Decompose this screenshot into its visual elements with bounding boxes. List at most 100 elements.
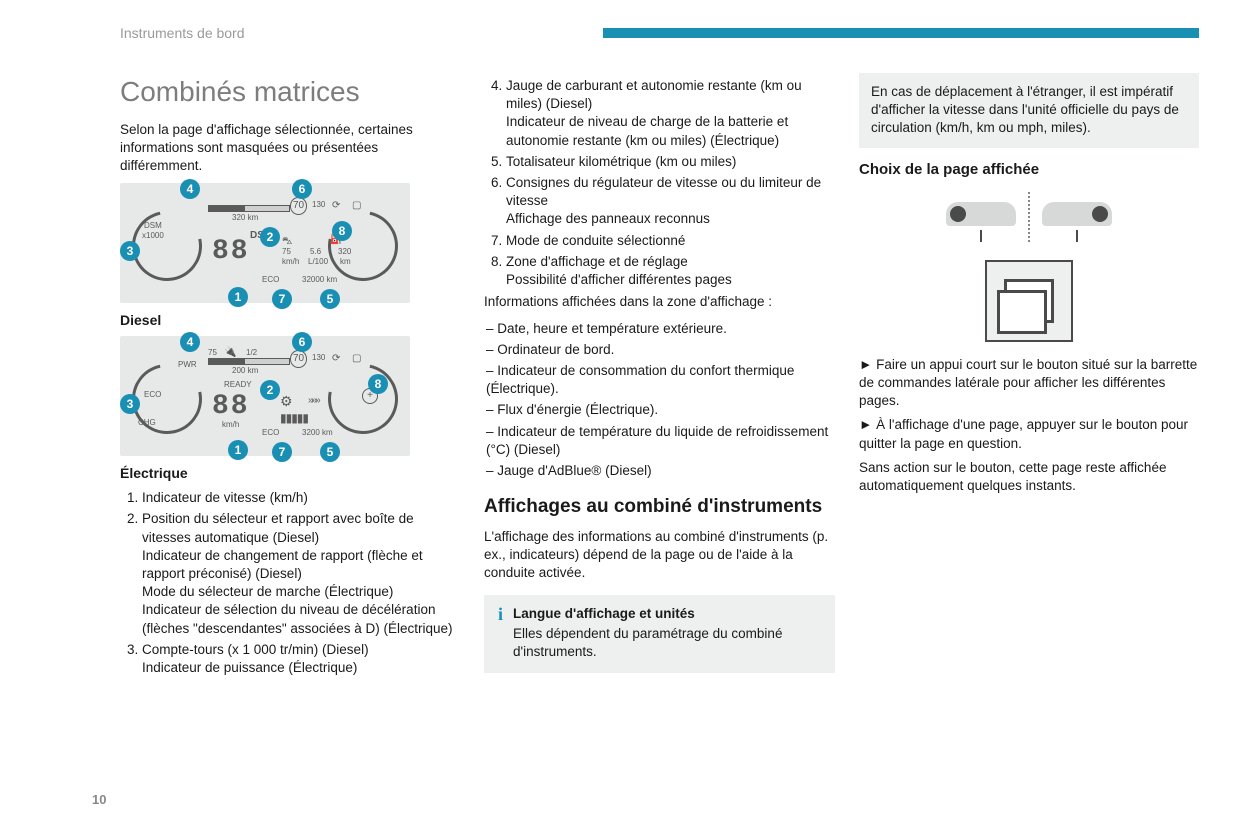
- electric-label: Électrique: [120, 464, 460, 483]
- dashboard-diagram-electric: ECO CHG PWR 75 🔌 1/2 200 km 70 130 ⟳ ▢ R…: [120, 336, 410, 456]
- warning-text: En cas de déplacement à l'étranger, il e…: [871, 84, 1179, 135]
- definition-line: Mode du sélecteur de marche (Électrique): [142, 583, 460, 601]
- stalk-icon: [980, 230, 982, 242]
- page-number: 10: [92, 791, 106, 809]
- eco-label-e: ECO: [262, 428, 279, 439]
- column-2: Jauge de carburant et autonomie restante…: [484, 73, 835, 681]
- definition-line: Indicateur de changement de rapport (flè…: [142, 547, 460, 583]
- definition-line: Possibilité d'afficher différentes pages: [506, 271, 835, 289]
- fuel-bar: [208, 205, 290, 212]
- instruction-tail: Sans action sur le bouton, cette page re…: [859, 459, 1199, 495]
- callout-5: 5: [320, 442, 340, 462]
- dashboard-diagram-diesel: DSM x1000 320 km 70 130 ⟳ ▢ 88 DS ⛍ ⛽ 75…: [120, 183, 410, 303]
- definition-item: Mode de conduite sélectionné: [506, 232, 835, 250]
- flow-arrows-icon: »»»: [308, 394, 319, 408]
- section-header: Instruments de bord: [120, 24, 245, 43]
- engine-icon: ⚙: [280, 392, 293, 411]
- info-zone-list: Date, heure et température extérieure. Or…: [484, 320, 835, 481]
- info-item: Indicateur de température du liquide de …: [486, 423, 835, 459]
- callout-4: 4: [180, 332, 200, 352]
- info-box: i Langue d'affichage et unités Elles dép…: [484, 595, 835, 674]
- definition-line: Indicateur de vitesse (km/h): [142, 489, 460, 507]
- definition-line: Zone d'affichage et de réglage: [506, 253, 835, 271]
- charge-bar: [208, 358, 290, 365]
- info-item: Ordinateur de bord.: [486, 341, 835, 359]
- eco-g: ECO: [144, 390, 161, 401]
- callout-1: 1: [228, 440, 248, 460]
- cruise-val: 130: [312, 200, 325, 211]
- choice-heading: Choix de la page affichée: [859, 160, 1199, 180]
- callout-4: 4: [180, 179, 200, 199]
- section-text: L'affichage des informations au combiné …: [484, 528, 835, 583]
- x1000-label: x1000: [142, 231, 164, 242]
- half: 1/2: [246, 348, 257, 359]
- cruise-icon-e: ⟳: [332, 352, 340, 366]
- definition-line: Affichage des panneaux reconnus: [506, 210, 835, 228]
- pages-button-icon: [985, 260, 1073, 342]
- info-item: Flux d'énergie (Électrique).: [486, 401, 835, 419]
- battery-bars-icon: ▮▮▮▮▮: [280, 410, 308, 426]
- definition-line: Mode de conduite sélectionné: [506, 232, 835, 250]
- separator: [1028, 192, 1030, 242]
- kmh: km/h: [222, 420, 239, 431]
- definition-line: Compte-tours (x 1 000 tr/min) (Diesel): [142, 641, 460, 659]
- definition-line: Indicateur de niveau de charge de la bat…: [506, 113, 835, 149]
- chg-label: CHG: [138, 418, 156, 429]
- column-3: En cas de déplacement à l'étranger, il e…: [859, 73, 1199, 681]
- speed-display: 88: [212, 233, 250, 271]
- definition-line: Totalisateur kilométrique (km ou miles): [506, 153, 835, 171]
- fuel-unit: L/100: [308, 257, 328, 268]
- page-title: Combinés matrices: [120, 73, 460, 111]
- definition-line: Consignes du régulateur de vitesse ou du…: [506, 174, 835, 210]
- instruction-2: À l'affichage d'une page, appuyer sur le…: [859, 416, 1199, 452]
- callout-6: 6: [292, 179, 312, 199]
- section-heading: Affichages au combiné d'instruments: [484, 494, 835, 520]
- definition-item: Zone d'affichage et de réglagePossibilit…: [506, 253, 835, 289]
- definitions-list-1: Indicateur de vitesse (km/h) Position du …: [120, 489, 460, 677]
- choice-illustration: [859, 192, 1199, 242]
- odometer: 32000 km: [302, 275, 337, 286]
- sign-icon-e: ▢: [352, 352, 361, 366]
- definition-item: Indicateur de vitesse (km/h): [142, 489, 460, 507]
- info-box-title: Langue d'affichage et unités: [513, 605, 823, 623]
- definition-item: Consignes du régulateur de vitesse ou du…: [506, 174, 835, 229]
- range-unit: km: [340, 257, 351, 268]
- spd-unit: km/h: [282, 257, 299, 268]
- definition-line: Indicateur de sélection du niveau de déc…: [142, 601, 460, 637]
- definition-item: Position du sélecteur et rapport avec bo…: [142, 510, 460, 638]
- callout-7: 7: [272, 289, 292, 309]
- info-item: Indicateur de consommation du confort th…: [486, 362, 835, 398]
- definitions-list-2: Jauge de carburant et autonomie restante…: [484, 77, 835, 289]
- diesel-label: Diesel: [120, 311, 460, 330]
- definition-item: Compte-tours (x 1 000 tr/min) (Diesel)In…: [142, 641, 460, 677]
- range-e: 200 km: [232, 366, 258, 377]
- info-icon: i: [498, 605, 503, 662]
- pwr-label: PWR: [178, 360, 197, 371]
- info-zone-label: Informations affichées dans la zone d'af…: [484, 293, 835, 311]
- callout-1: 1: [228, 287, 248, 307]
- stalk-icon: [1076, 230, 1078, 242]
- callout-6: 6: [292, 332, 312, 352]
- definition-line: Position du sélecteur et rapport avec bo…: [142, 510, 460, 546]
- info-item: Jauge d'AdBlue® (Diesel): [486, 462, 835, 480]
- callout-2: 2: [260, 227, 280, 247]
- cruise-icon: ⟳: [332, 199, 340, 213]
- column-1: Combinés matrices Selon la page d'affich…: [120, 73, 460, 681]
- definition-line: Jauge de carburant et autonomie restante…: [506, 77, 835, 113]
- limit-sign: 70: [290, 197, 307, 215]
- info-item: Date, heure et température extérieure.: [486, 320, 835, 338]
- warning-box: En cas de déplacement à l'étranger, il e…: [859, 73, 1199, 148]
- odo-e: 3200 km: [302, 428, 333, 439]
- eco-label: ECO: [262, 275, 279, 286]
- callout-7: 7: [272, 442, 292, 462]
- limit-sign-e: 70: [290, 350, 307, 368]
- intro-text: Selon la page d'affichage sélectionnée, …: [120, 121, 460, 176]
- header-accent-bar: [603, 28, 1199, 38]
- callout-2: 2: [260, 380, 280, 400]
- cruise-e: 130: [312, 353, 325, 364]
- callout-5: 5: [320, 289, 340, 309]
- definition-line: Indicateur de puissance (Électrique): [142, 659, 460, 677]
- steering-wheel-left-icon: [946, 202, 1016, 226]
- instruction-1: Faire un appui court sur le bouton situé…: [859, 356, 1199, 411]
- definition-item: Jauge de carburant et autonomie restante…: [506, 77, 835, 150]
